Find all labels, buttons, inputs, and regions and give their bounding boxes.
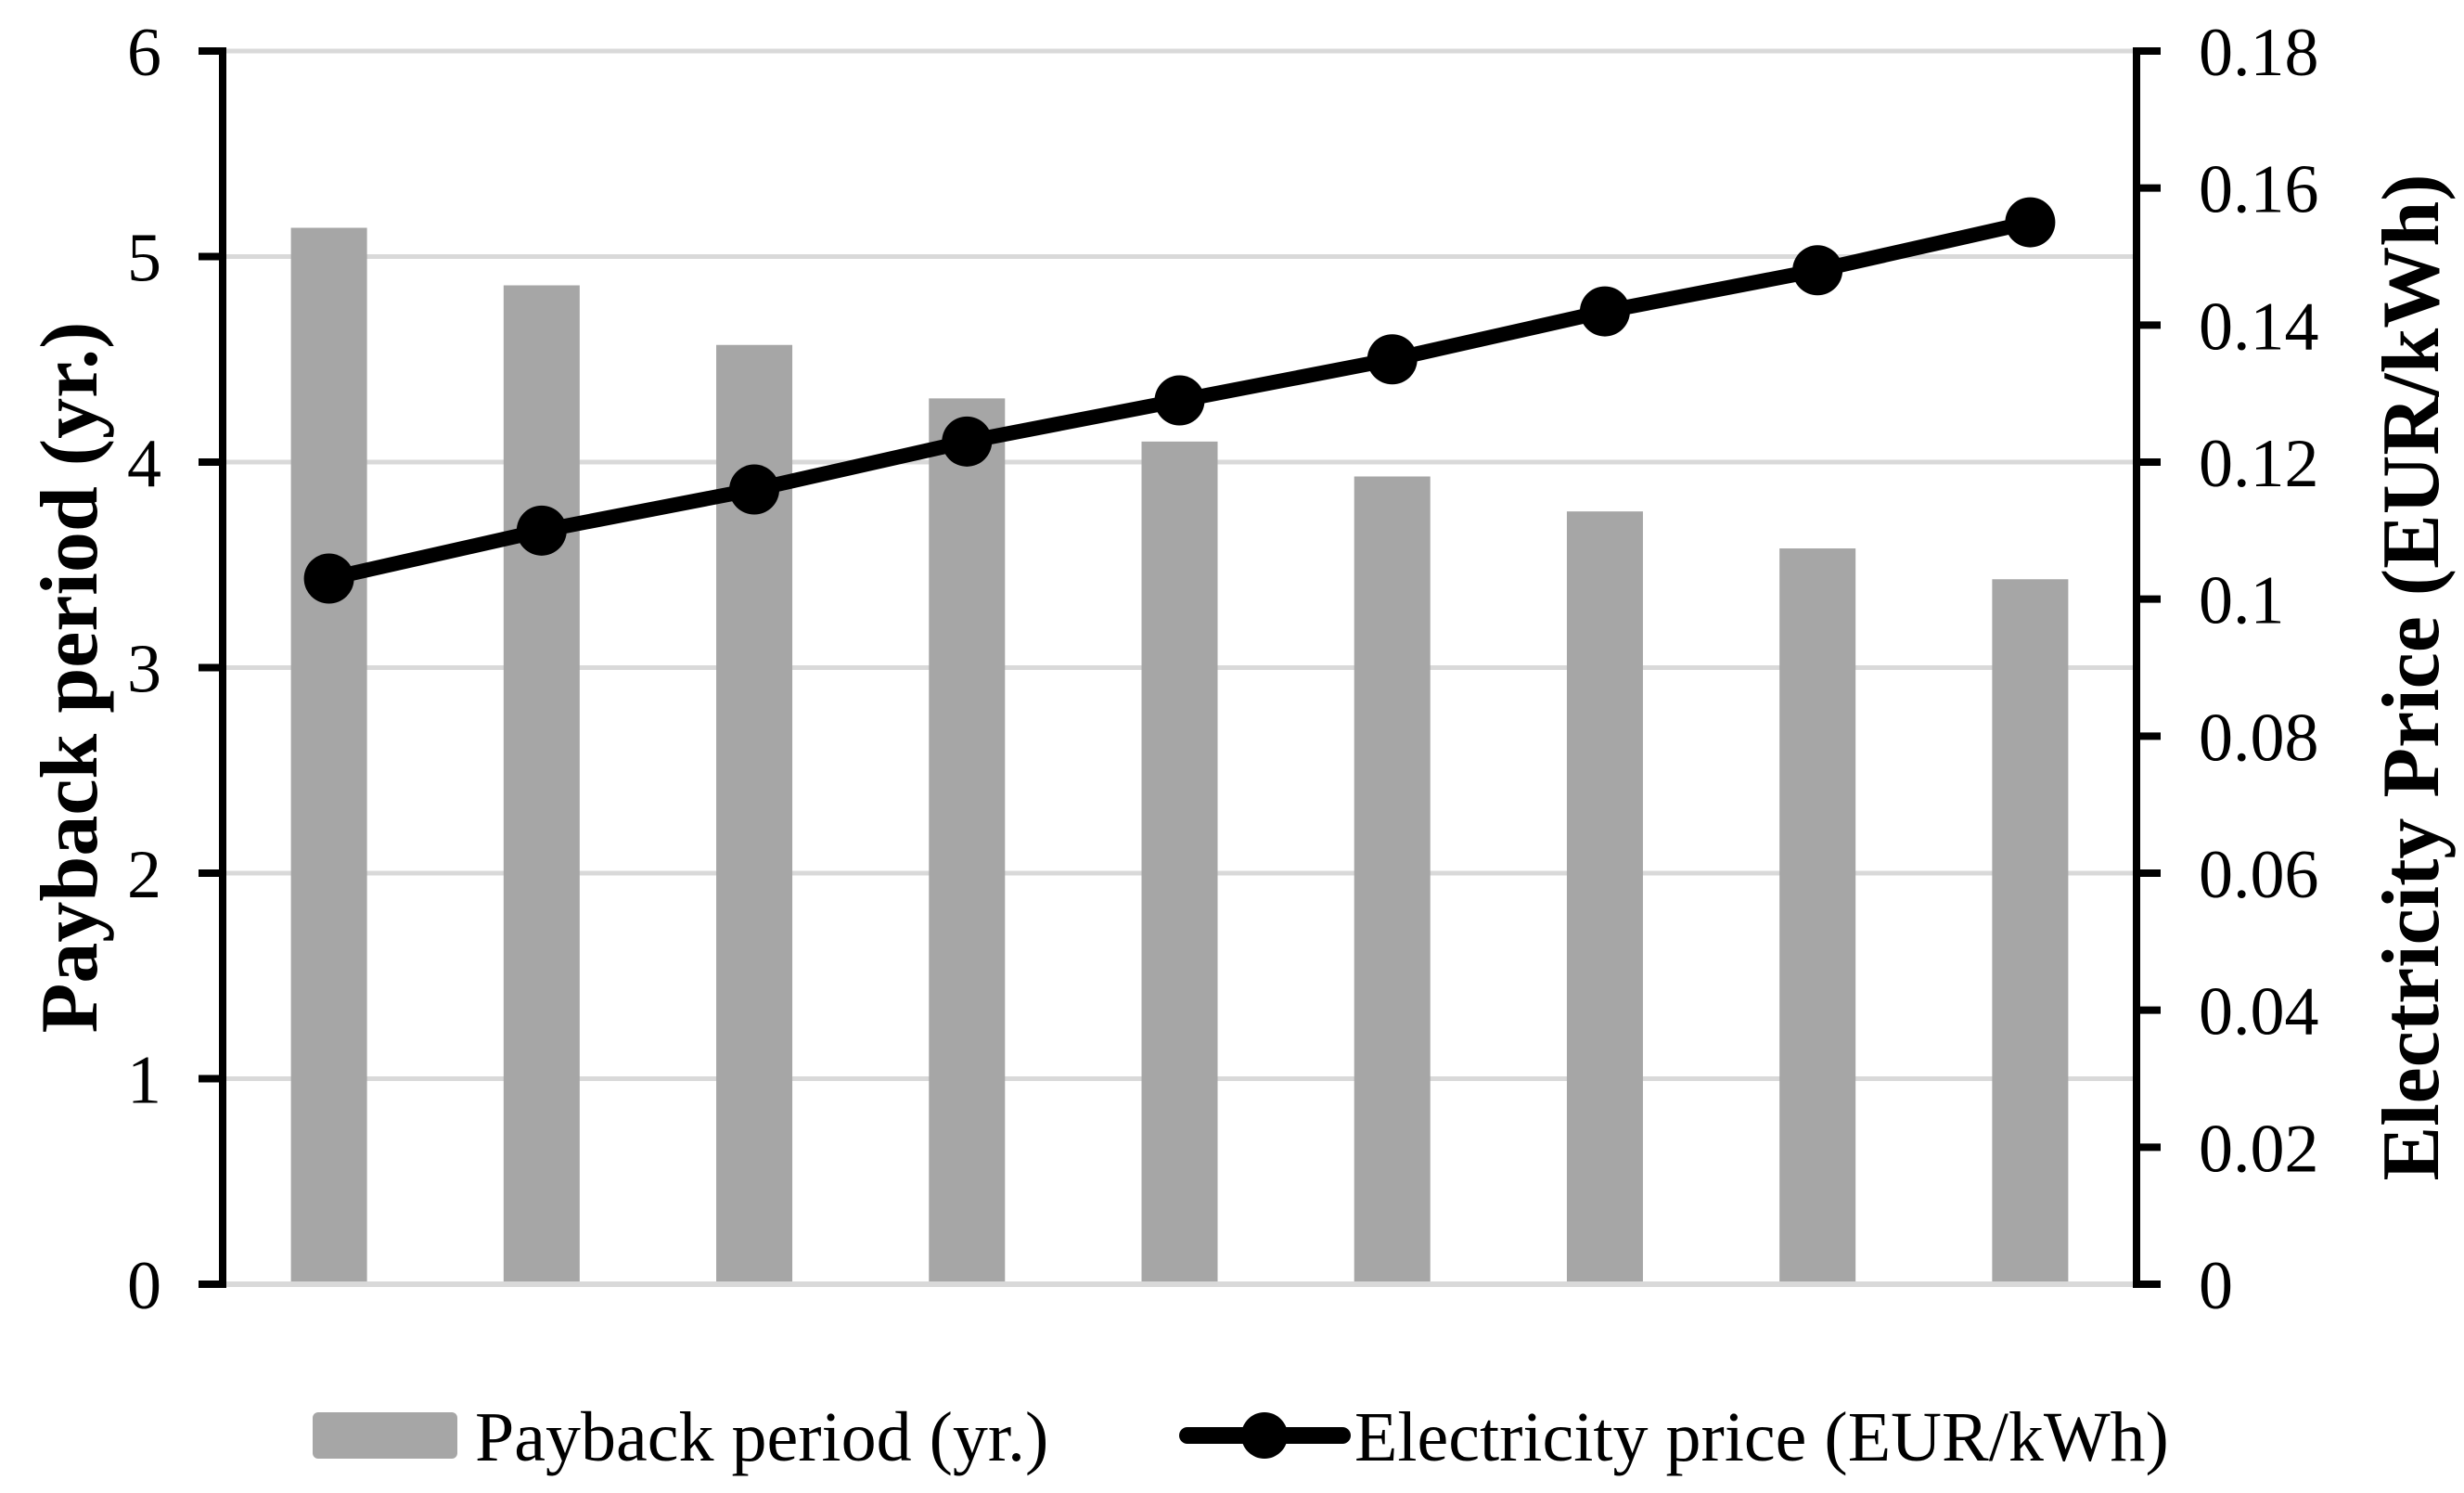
payback-bar [1354, 476, 1431, 1284]
payback-period-bar-series [290, 227, 2069, 1285]
left-axis-tick-label: 3 [127, 632, 161, 708]
payback-bar [1779, 548, 1856, 1284]
payback-bar [1992, 579, 2069, 1284]
right-axis-tick-label: 0.16 [2199, 152, 2319, 228]
payback-bar [1566, 511, 1643, 1284]
payback-bar [1141, 441, 1218, 1285]
payback-bar [290, 227, 367, 1285]
electricity-price-marker [1792, 245, 1843, 296]
electricity-price-marker [516, 505, 567, 556]
electricity-price-marker [2005, 197, 2056, 248]
left-axis-title: Payback period (yr.) [25, 322, 115, 1034]
right-axis-tick-label: 0.12 [2199, 426, 2319, 502]
right-axis-title: Electricity Price (EUR/kWh) [2367, 174, 2457, 1180]
left-axis-tick-label: 0 [127, 1248, 161, 1324]
electricity-price-line-series [303, 197, 2056, 604]
right-axis-tick-label: 0.1 [2199, 563, 2285, 639]
electricity-price-marker [1367, 334, 1418, 385]
legend-swatch-payback-bar [313, 1412, 457, 1459]
electricity-price-marker [1154, 375, 1205, 426]
left-axis-tick-label: 5 [127, 221, 161, 297]
right-axis-tick-label: 0.14 [2199, 289, 2319, 365]
right-axis-tick-label: 0.06 [2199, 837, 2319, 913]
electricity-price-marker [1579, 286, 1630, 337]
right-axis-tick-label: 0.04 [2199, 974, 2319, 1050]
right-axis-tick-label: 0.08 [2199, 700, 2319, 776]
legend-label-payback: Payback period (yr.) [475, 1398, 1048, 1476]
electricity-price-marker [303, 553, 354, 604]
legend: Payback period (yr.) Electricity price (… [313, 1398, 2169, 1476]
legend-label-electricity: Electricity price (EUR/kWh) [1354, 1398, 2169, 1476]
right-axis-tick-label: 0.18 [2199, 15, 2319, 91]
right-axis-tick-label: 0.02 [2199, 1111, 2319, 1187]
left-axis-tick-label: 1 [127, 1043, 161, 1119]
left-axis-tick-label: 4 [127, 426, 161, 502]
left-axis-tick-label: 6 [127, 15, 161, 91]
right-axis-tick-label: 0 [2199, 1248, 2233, 1324]
right-axis-tick-labels: 0 0.02 0.04 0.06 0.08 0.1 0.12 0.14 0.16 0.18 [2199, 15, 2319, 1324]
payback-bar [929, 398, 1006, 1285]
electricity-price-marker [729, 464, 780, 515]
legend-swatch-electricity-marker [1241, 1412, 1288, 1459]
payback-bar [503, 285, 580, 1284]
left-axis-tick-label: 2 [127, 837, 161, 913]
axes [199, 47, 2161, 1288]
electricity-price-marker [942, 416, 993, 467]
left-axis-tick-labels: 0 1 2 3 4 5 6 [127, 15, 161, 1324]
